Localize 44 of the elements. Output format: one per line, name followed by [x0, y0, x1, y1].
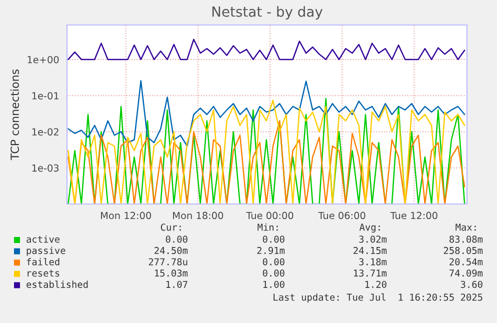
x-tick-label: Tue 00:00: [246, 212, 294, 220]
x-tick-label: Mon 12:00: [101, 212, 152, 220]
text: 13.71m: [354, 270, 387, 277]
legend-label: active: [26, 235, 60, 243]
text: 3.18m: [359, 258, 387, 266]
text: Max:: [456, 224, 476, 231]
y-tick-label: 1e-02: [32, 128, 58, 136]
text: 1.07: [166, 280, 188, 288]
text: 258.05m: [444, 246, 483, 254]
y-tick-label: 1e-01: [32, 92, 58, 100]
line-series: [68, 80, 466, 147]
text: 74.09m: [450, 270, 483, 277]
chart-title: Netstat - by day: [212, 6, 323, 20]
line-series: [68, 120, 466, 204]
text: Min:: [258, 223, 278, 231]
text: 0.00: [262, 270, 284, 277]
text: 24.50m: [154, 246, 188, 254]
y-tick-label: 1e-03: [32, 164, 59, 172]
x-tick-label: Mon 18:00: [173, 212, 224, 220]
line-series: [68, 38, 466, 60]
legend-label: passive: [26, 246, 66, 256]
text: 0.00: [166, 236, 188, 243]
text: 15.03m: [155, 270, 188, 277]
text: 3.02m: [359, 236, 387, 243]
x-tick-label: Tue 12:00: [390, 212, 438, 220]
legend-label: failed: [26, 258, 60, 266]
text: 24.15m: [354, 246, 387, 254]
text: 0.00: [262, 236, 284, 243]
legend-label: resets: [28, 270, 60, 277]
text: 0.00: [262, 258, 284, 266]
text: 1.00: [263, 280, 284, 288]
text: Cur:: [160, 224, 181, 231]
x-tick-label: Tue 06:00: [318, 212, 366, 220]
text: 2.91m: [257, 246, 285, 254]
text: Last update: Tue Jul 1 16:20:55 2025: [274, 293, 482, 303]
legend-label: established: [26, 280, 88, 288]
text: 83.08m: [449, 236, 483, 243]
text: 277.78u: [148, 258, 188, 266]
text: Avg:: [359, 224, 380, 233]
text: 3.60: [460, 280, 482, 288]
y-axis-title: TCP connections: [10, 69, 19, 160]
text: 1.20: [365, 280, 386, 288]
text: 20.54m: [450, 258, 483, 266]
y-tick-label: 1e+00: [28, 56, 59, 64]
